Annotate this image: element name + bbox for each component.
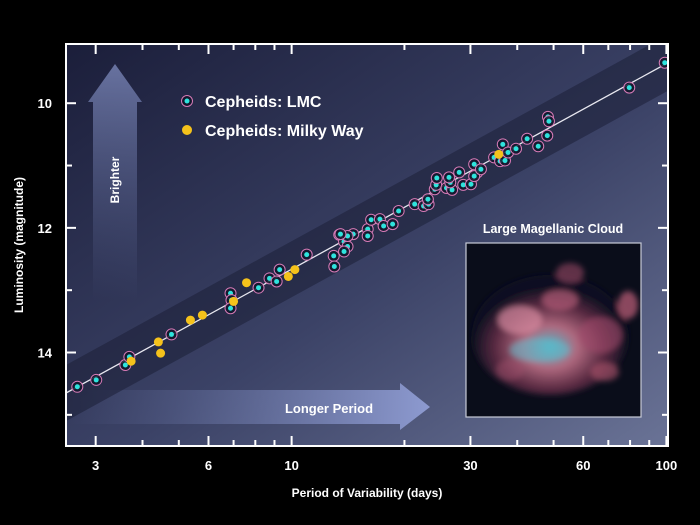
lmc-cepheid-point bbox=[71, 380, 84, 393]
lmc-cepheid-point bbox=[90, 373, 103, 386]
x-tick-label: 3 bbox=[92, 458, 99, 473]
lmc-cepheid-point bbox=[327, 249, 340, 262]
lmc-cepheid-point bbox=[365, 213, 378, 226]
lmc-cepheid-point bbox=[270, 275, 283, 288]
inset-title: Large Magellanic Cloud bbox=[483, 222, 623, 236]
longer-period-arrow bbox=[70, 383, 430, 430]
lmc-cepheid-point bbox=[542, 115, 555, 128]
lmc-image bbox=[465, 242, 642, 418]
lmc-cepheid-point bbox=[300, 248, 313, 261]
lmc-cepheid-point bbox=[361, 229, 374, 242]
longer-period-label: Longer Period bbox=[285, 401, 373, 416]
lmc-cepheid-point bbox=[392, 205, 405, 218]
legend-marker-milky-way bbox=[182, 125, 192, 135]
x-tick-label: 30 bbox=[463, 458, 477, 473]
x-axis-label: Period of Variability (days) bbox=[292, 486, 443, 500]
plot-frame bbox=[65, 43, 669, 447]
x-tick-label: 6 bbox=[205, 458, 212, 473]
lmc-cepheid-point bbox=[541, 129, 554, 142]
milky-way-cepheid-point bbox=[283, 271, 293, 281]
lmc-cepheid-point bbox=[510, 142, 523, 155]
lmc-cepheid-point bbox=[453, 166, 466, 179]
x-tick-label: 10 bbox=[284, 458, 298, 473]
milky-way-cepheid-point bbox=[290, 265, 300, 275]
legend-label-milky-way: Cepheids: Milky Way bbox=[205, 123, 364, 140]
y-axis-label: Luminosity (magnitude) bbox=[12, 177, 26, 313]
milky-way-cepheid-point bbox=[156, 348, 166, 358]
x-tick-label: 100 bbox=[656, 458, 678, 473]
lmc-cepheid-point bbox=[252, 281, 265, 294]
brighter-arrow bbox=[88, 64, 142, 300]
y-tick-label: 10 bbox=[38, 96, 52, 111]
lmc-cepheid-point bbox=[334, 228, 347, 241]
legend-label-lmc: Cepheids: LMC bbox=[205, 94, 322, 111]
milky-way-cepheid-point bbox=[494, 149, 504, 159]
legend: Cepheids: LMC Cepheids: Milky Way bbox=[181, 94, 364, 140]
milky-way-cepheid-point bbox=[242, 278, 252, 288]
milky-way-cepheid-point bbox=[229, 296, 239, 306]
lmc-cepheid-point bbox=[273, 263, 286, 276]
brighter-label: Brighter bbox=[108, 156, 122, 203]
milky-way-cepheid-point bbox=[185, 315, 195, 325]
lmc-cepheid-point bbox=[421, 193, 434, 206]
lmc-cepheid-point bbox=[474, 163, 487, 176]
lmc-cepheid-point bbox=[521, 132, 534, 145]
legend-marker-lmc-core bbox=[184, 98, 190, 104]
lmc-cepheid-point bbox=[386, 218, 399, 231]
lmc-cepheid-point bbox=[443, 171, 456, 184]
lmc-cepheid-point bbox=[338, 245, 351, 258]
lmc-cepheid-point bbox=[328, 260, 341, 273]
milky-way-cepheid-point bbox=[197, 310, 207, 320]
milky-way-cepheid-point bbox=[126, 356, 136, 366]
x-tick-label: 60 bbox=[576, 458, 590, 473]
lmc-cepheid-point bbox=[658, 56, 668, 69]
lmc-cepheid-point bbox=[408, 198, 421, 211]
milky-way-cepheid-point bbox=[153, 337, 163, 347]
lmc-cepheid-point bbox=[623, 81, 636, 94]
lmc-cepheid-point bbox=[532, 140, 545, 153]
y-tick-label: 14 bbox=[38, 346, 53, 361]
lmc-cepheid-point bbox=[377, 219, 390, 232]
lmc-cepheid-point bbox=[165, 328, 178, 341]
lmc-cepheid-point bbox=[430, 172, 443, 184]
y-tick-label: 12 bbox=[38, 221, 52, 236]
